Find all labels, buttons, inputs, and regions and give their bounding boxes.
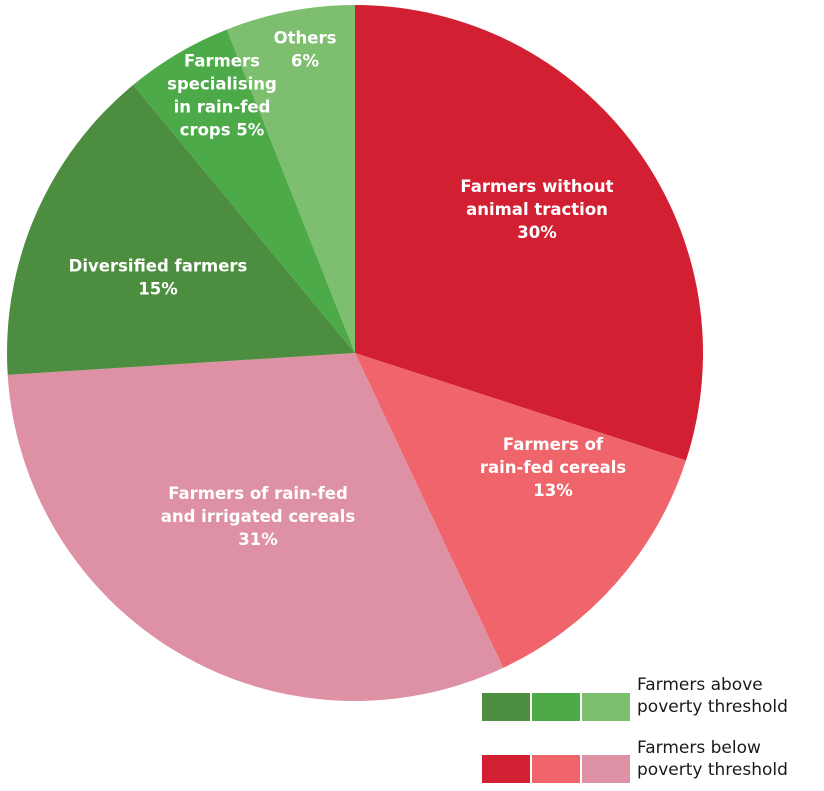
pie-slice: [7, 353, 504, 701]
legend-swatch: [482, 693, 530, 721]
legend-label: Farmers above poverty threshold: [637, 675, 788, 717]
slice-label: Farmers specialising in rain-fed crops 5%: [167, 52, 277, 140]
pie-slice: [7, 84, 356, 375]
legend-swatch: [532, 755, 580, 783]
legend-swatch: [532, 693, 580, 721]
pie-slice: [355, 5, 704, 461]
pie-slice: [355, 353, 686, 668]
slice-label: Diversified farmers 15%: [69, 257, 248, 299]
slice-label: Others 6%: [274, 29, 337, 71]
legend-label: Farmers below poverty threshold: [637, 738, 788, 780]
legend: Farmers above poverty threshold Farmers be…: [482, 675, 788, 783]
legend-swatch: [482, 755, 530, 783]
pie-labels: Farmers without animal traction 30% Farmers…: [69, 29, 627, 550]
legend-swatch: [582, 755, 630, 783]
pie-slices: [7, 5, 704, 701]
slice-label: Farmers without animal traction 30%: [460, 177, 613, 242]
legend-swatch: [582, 693, 630, 721]
pie-slice: [226, 5, 355, 353]
pie-slice: [133, 29, 355, 353]
slice-label: Farmers of rain-fed and irrigated cereals…: [161, 484, 356, 549]
slice-label: Farmers of rain-fed cereals 13%: [480, 435, 627, 500]
